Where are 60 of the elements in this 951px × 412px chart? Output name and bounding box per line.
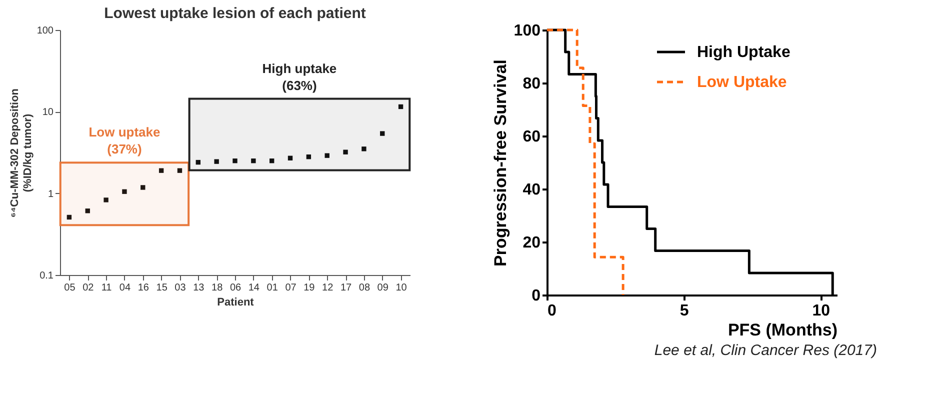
point (380, 131, 385, 136)
x-tick-label: 02 (82, 282, 94, 294)
y-tick-label: 10 (42, 107, 54, 118)
point (398, 104, 404, 110)
point (288, 156, 293, 160)
band-label: Low uptake (37%) (88, 124, 160, 157)
point (362, 146, 366, 152)
x-tick-label: 07 (285, 282, 297, 294)
x-tick-label: 14 (248, 282, 260, 294)
point (196, 160, 201, 165)
point (324, 153, 330, 158)
x-axis-title: Patient (217, 296, 254, 308)
y-tick-label: 40 (522, 182, 541, 198)
text: Lee et al, Clin Cancer Res (2017) (654, 342, 877, 359)
x-tick-label: 06 (230, 282, 242, 294)
point (214, 159, 219, 164)
x-tick-label: 18 (212, 282, 224, 294)
x-tick-label: 12 (322, 282, 334, 294)
y-axis-title: Progression-free Survival (490, 60, 510, 266)
x-tick-label: 09 (377, 282, 389, 294)
point (306, 154, 312, 160)
point (158, 168, 164, 173)
point (85, 208, 90, 214)
x-axis-title: PFS (Months) (728, 320, 838, 340)
x-tick-label: 08 (358, 282, 370, 294)
y-tick-label: 100 (36, 26, 54, 36)
point (269, 158, 274, 164)
x-tick-label: 10 (396, 282, 408, 294)
x-tick-label: 01 (266, 282, 278, 294)
band-label: High uptake (63%) (262, 60, 337, 93)
x-tick-label: 16 (138, 282, 150, 294)
x-tick-label: 10 (812, 302, 830, 320)
y-tick-label: 60 (522, 128, 541, 146)
x-tick-label: 0 (548, 302, 556, 320)
x-tick-label: 04 (119, 282, 131, 294)
y-tick-label: 1 (48, 188, 54, 200)
chart-title: Lowest uptake lesion of each patient (104, 5, 366, 22)
y-tick-label: 100 (514, 22, 541, 40)
x-tick-label: 15 (156, 282, 168, 294)
y-tick-label: 80 (522, 76, 541, 92)
y-tick-label: 0.1 (40, 270, 54, 282)
point (251, 158, 256, 164)
x-tick-label: 03 (174, 282, 186, 294)
point (343, 150, 348, 154)
x-tick-label: 17 (340, 282, 352, 294)
point (232, 158, 238, 164)
x-tick-label: 13 (193, 282, 205, 294)
y-axis-title: ⁶⁴Cu-MM-302 Deposition (%ID/kg tumor) (8, 88, 34, 218)
legend-label: High Uptake (697, 44, 790, 61)
x-tick-label: 05 (64, 282, 76, 294)
point (66, 214, 72, 220)
x-tick-label: 19 (304, 282, 316, 294)
point (140, 185, 146, 190)
x-tick-label: 11 (101, 282, 112, 294)
point (177, 168, 182, 173)
point (104, 198, 108, 202)
legend-label: Low Uptake (697, 74, 787, 91)
x-tick-label: 5 (680, 302, 689, 320)
point (122, 189, 127, 194)
y-tick-label: 20 (522, 234, 541, 252)
